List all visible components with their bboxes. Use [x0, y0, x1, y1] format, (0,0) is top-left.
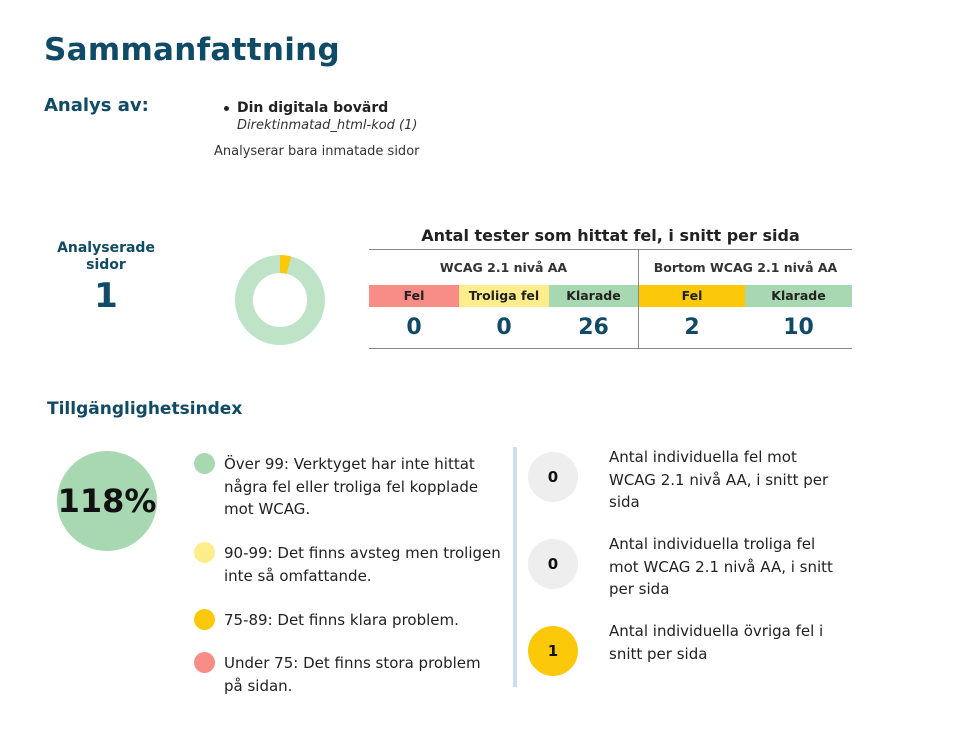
- accessibility-index-title: Tillgänglighetsindex: [47, 399, 243, 419]
- analysis-source-list: Din digitala bovärd Direktinmatad_html-k…: [222, 98, 417, 134]
- analyzed-pages-label: Analyserade sidor: [57, 240, 155, 273]
- legend-green-dot-icon: [194, 453, 215, 474]
- tests-col-beyond-fel: Fel 2: [639, 285, 745, 348]
- tests-col-value: 0: [496, 315, 512, 340]
- analysis-label: Analys av:: [44, 95, 149, 116]
- donut-passed-segment: [235, 255, 325, 345]
- legend-text: Under 75: Det finns stora problem på sid…: [224, 654, 481, 695]
- legend-text: Över 99: Verktyget har inte hittat några…: [224, 455, 479, 518]
- donut-failed-segment: [235, 255, 325, 345]
- tests-group-wcag-label: WCAG 2.1 nivå AA: [439, 260, 568, 275]
- tests-col-header: Fel: [639, 285, 745, 307]
- tests-col-value: 2: [684, 315, 700, 340]
- tests-col-beyond-klarade: Klarade 10: [745, 285, 852, 348]
- legend-text: 75-89: Det finns klara problem.: [224, 611, 459, 629]
- tests-table: WCAG 2.1 nivå AA Fel 0 Troliga fel 0 Kla…: [369, 249, 852, 349]
- tests-col-header: Klarade: [745, 285, 852, 307]
- tests-col-header: Fel: [369, 285, 459, 307]
- tests-col-wcag-klarade: Klarade 26: [549, 285, 638, 348]
- analysis-source-item: Din digitala bovärd Direktinmatad_html-k…: [222, 98, 417, 134]
- tests-col-wcag-fel: Fel 0: [369, 285, 459, 348]
- tests-col-value: 0: [406, 315, 422, 340]
- stat-other-errors-count: 1: [528, 626, 578, 676]
- tests-col-wcag-troliga-fel: Troliga fel 0: [459, 285, 549, 348]
- tests-table-title: Antal tester som hittat fel, i snitt per…: [421, 226, 800, 245]
- tests-group-wcag: WCAG 2.1 nivå AA Fel 0 Troliga fel 0 Kla…: [369, 250, 639, 348]
- tests-col-value: 10: [783, 315, 814, 340]
- page-title: Sammanfattning: [44, 32, 341, 68]
- stat-errors-label: Antal individuella fel mot WCAG 2.1 nivå…: [609, 448, 829, 511]
- legend-text: 90-99: Det finns avsteg men troligen int…: [224, 544, 501, 585]
- analysis-source-detail: Direktinmatad_html-kod (1): [237, 118, 418, 133]
- accessibility-index-value: 118%: [57, 451, 157, 551]
- analysis-source-name: Din digitala bovärd: [237, 100, 389, 116]
- legend-orange-dot-icon: [194, 609, 215, 630]
- stat-errors-count: 0: [528, 452, 578, 502]
- stats-divider: [513, 447, 517, 687]
- analysis-note: Analyserar bara inmatade sidor: [214, 144, 420, 159]
- legend-red-dot-icon: [194, 652, 215, 673]
- tests-col-header: Klarade: [549, 285, 638, 307]
- analyzed-pages-count: 1: [94, 276, 118, 316]
- tests-col-header: Troliga fel: [459, 285, 549, 307]
- test-result-donut-chart: [235, 255, 325, 345]
- tests-group-beyond: Bortom WCAG 2.1 nivå AA Fel 2 Klarade 10: [639, 250, 852, 348]
- stat-other-errors-label: Antal individuella övriga fel i snitt pe…: [609, 622, 824, 663]
- tests-group-beyond-label: Bortom WCAG 2.1 nivå AA: [653, 260, 838, 275]
- stat-probable-errors-count: 0: [528, 539, 578, 589]
- legend-yellow-dot-icon: [194, 542, 215, 563]
- tests-col-value: 26: [578, 315, 609, 340]
- stat-probable-errors-label: Antal individuella troliga fel mot WCAG …: [609, 535, 833, 598]
